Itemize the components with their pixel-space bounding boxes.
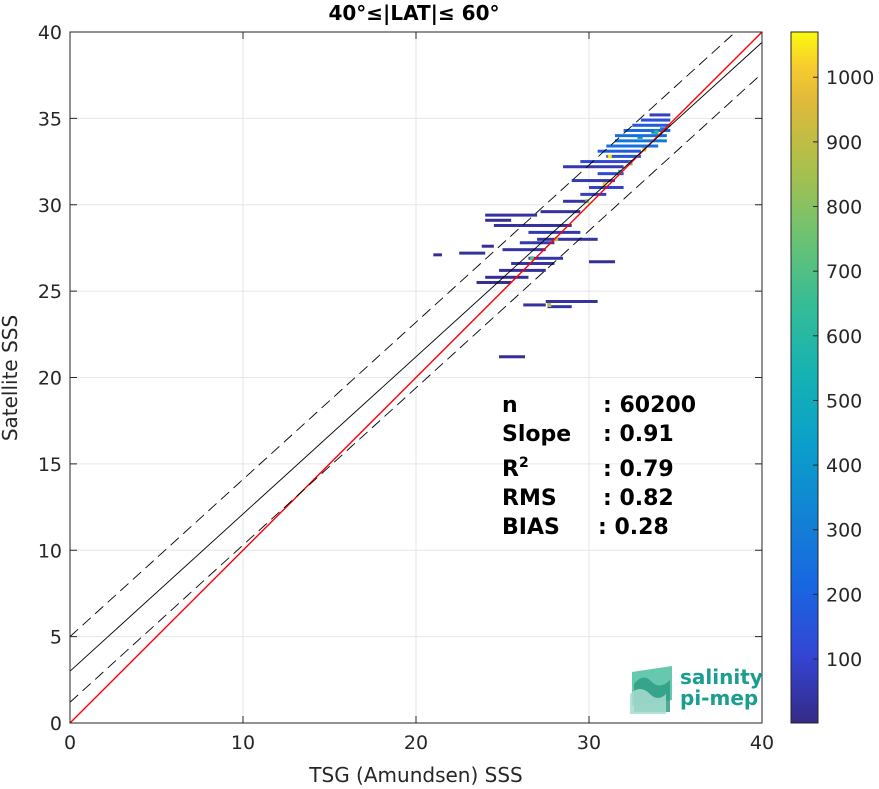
- reference-lines: [69, 31, 763, 724]
- x-tick-label: 40: [750, 732, 774, 754]
- density-bin-row: [589, 260, 615, 264]
- density-bin-row: [523, 303, 546, 307]
- fit-plus-2rms-line: [69, 31, 736, 637]
- density-bin-row: [547, 305, 572, 309]
- salinity-pi-mep-logo: salinity pi-mep: [630, 665, 763, 714]
- colorbar-tick-label: 800: [826, 197, 862, 219]
- y-axis-label: Satellite SSS: [0, 315, 22, 441]
- y-axis-ticks: 0 5 10 15 20 25 30 35 40: [38, 22, 762, 735]
- stat-label: RMS: [502, 486, 557, 511]
- density-scatter: [433, 113, 671, 359]
- density-bin-row: [459, 251, 486, 255]
- density-bin-row: [606, 144, 659, 148]
- y-tick-label: 25: [38, 281, 62, 303]
- x-axis-label: TSG (Amundsen) SSS: [308, 763, 522, 787]
- density-bin-row: [640, 118, 671, 122]
- x-tick-label: 30: [577, 732, 601, 754]
- stat-value: : 60200: [603, 393, 696, 418]
- density-bin-row: [614, 134, 667, 138]
- statistics-box: n : 60200 Slope : 0.91 R2 : 0.79 RMS : 0.82 BIAS…: [502, 393, 696, 540]
- density-bin-row: [528, 230, 581, 234]
- density-bin-row: [623, 128, 671, 132]
- stat-label: Slope: [502, 422, 571, 447]
- regression-fit-line: [69, 42, 763, 672]
- stat-value: : 0.91: [603, 422, 674, 447]
- density-bin-row: [571, 179, 615, 183]
- density-bin-row: [637, 135, 643, 139]
- y-tick-label: 15: [38, 454, 62, 476]
- density-bin-row: [545, 299, 598, 303]
- y-tick-label: 10: [38, 540, 62, 562]
- colorbar-ticks: 100 200 300 400 500 600 700 800 900 1000: [813, 67, 874, 671]
- x-axis-ticks: 0 10 20 30 40: [64, 32, 774, 754]
- logo-line2: pi-mep: [680, 686, 758, 710]
- stat-value: : 0.79: [603, 457, 674, 482]
- stat-label: n: [502, 393, 518, 418]
- density-bin-row: [519, 241, 555, 245]
- x-tick-label: 20: [404, 732, 428, 754]
- density-bin-row: [597, 149, 641, 153]
- density-bin-row: [528, 256, 564, 260]
- density-bin-row: [580, 192, 607, 196]
- density-bin-row: [649, 113, 671, 117]
- y-tick-label: 0: [50, 713, 62, 735]
- x-tick-label: 10: [231, 732, 255, 754]
- colorbar-tick-label: 300: [826, 520, 862, 542]
- density-bin-row: [563, 199, 589, 203]
- y-tick-label: 5: [50, 627, 62, 649]
- density-bin-cell: [602, 182, 607, 187]
- density-bin-cell: [654, 130, 659, 135]
- y-tick-label: 40: [38, 22, 62, 44]
- density-bin-cell: [607, 154, 612, 159]
- logo-line1: salinity: [680, 665, 763, 689]
- density-bin-row: [485, 213, 538, 217]
- chart-title: 40°≤|LAT|≤ 60°: [328, 1, 499, 25]
- density-bin-row: [632, 123, 671, 127]
- density-bin-row: [597, 172, 624, 176]
- density-bin-row: [563, 165, 624, 169]
- stat-label: BIAS: [502, 515, 560, 540]
- density-bin-row: [493, 223, 572, 227]
- stat-value: : 0.82: [603, 486, 674, 511]
- stat-label: R2: [502, 455, 529, 482]
- one-to-one-minus-2rms-line: [69, 73, 763, 703]
- density-bin-row: [433, 253, 442, 257]
- density-bin-row: [580, 160, 633, 164]
- density-bin-cell: [529, 256, 534, 261]
- density-bin-row: [659, 127, 667, 131]
- logo-mark-icon: [630, 666, 672, 714]
- density-bin-row: [540, 210, 581, 214]
- y-tick-label: 35: [38, 108, 62, 130]
- density-bin-row: [485, 218, 512, 222]
- density-bin-row: [511, 261, 555, 265]
- density-bin-cell: [554, 237, 559, 242]
- colorbar-tick-label: 500: [826, 390, 862, 412]
- colorbar-tick-label: 200: [826, 584, 862, 606]
- stat-value: : 0.28: [598, 515, 669, 540]
- density-bin-row: [537, 237, 598, 241]
- density-bin-row: [606, 154, 641, 158]
- density-bin-row: [499, 355, 525, 359]
- colorbar-tick-label: 1000: [826, 67, 874, 89]
- density-bin-cell: [547, 302, 552, 307]
- colorbar-tick-label: 700: [826, 261, 862, 283]
- colorbar-tick-label: 100: [826, 649, 862, 671]
- density-bin-row: [476, 280, 512, 284]
- y-tick-label: 30: [38, 195, 62, 217]
- x-tick-label: 0: [64, 732, 76, 754]
- density-bin-row: [485, 275, 529, 279]
- colorbar-tick-label: 900: [826, 132, 862, 154]
- y-tick-label: 20: [38, 368, 62, 390]
- colorbar: [790, 31, 819, 724]
- colorbar-tick-label: 400: [826, 455, 862, 477]
- density-bin-row: [614, 139, 667, 143]
- density-bin-row: [481, 244, 494, 248]
- colorbar-tick-label: 600: [826, 326, 862, 348]
- density-bin-cell: [618, 169, 623, 174]
- density-bin-row: [502, 248, 546, 252]
